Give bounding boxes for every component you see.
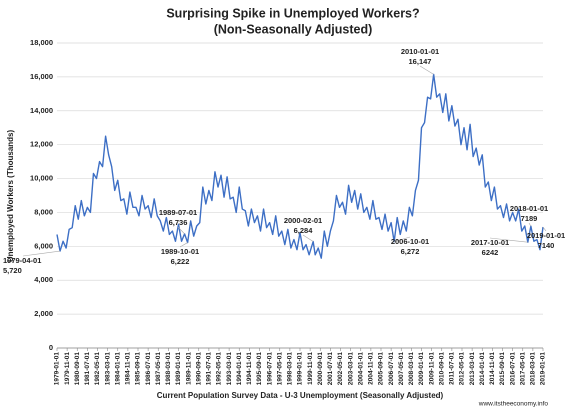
annotation-leader [419, 65, 434, 75]
x-tick-label: 1984-11-01 [125, 352, 132, 385]
y-tick-label: 8,000 [34, 207, 53, 216]
x-tick-label: 1995-09-01 [256, 352, 263, 386]
x-tick-label: 2011-07-01 [449, 352, 456, 385]
x-tick-label: 2007-05-01 [398, 352, 405, 386]
source: www.itstheeconomy.info [478, 401, 549, 408]
x-tick-label: 2017-05-01 [519, 352, 526, 386]
x-tick-label: 2013-03-01 [469, 352, 476, 386]
y-axis-title: Unemployed Workers (Thousands) [6, 130, 15, 263]
x-tick-label: 2004-11-01 [368, 352, 375, 385]
annotation-leader [177, 226, 185, 235]
x-tick-label: 1984-01-01 [114, 352, 121, 386]
x-tick-label: 1989-11-01 [185, 352, 192, 385]
x-tick-label: 1982-05-01 [94, 352, 101, 386]
x-tick-label: 2014-11-01 [489, 352, 496, 385]
annotation-date: 1989-07-01 [159, 208, 197, 217]
annotation-date: 2006-10-01 [391, 237, 429, 246]
annotation-value: 6,222 [171, 257, 190, 266]
y-tick-label: 2,000 [34, 309, 53, 318]
x-tick-label: 2006-07-01 [388, 352, 395, 386]
x-tick-label: 1983-03-01 [104, 352, 111, 386]
y-tick-label: 14,000 [30, 106, 53, 115]
annotation-date: 2018-01-01 [510, 204, 548, 213]
y-tick-label: 0 [49, 343, 53, 352]
x-tick-label: 2015-09-01 [499, 352, 506, 386]
annotation-leader [179, 242, 188, 248]
data-line [56, 73, 544, 259]
x-tick-label: 1998-03-01 [287, 352, 294, 386]
x-tick-label: 2012-05-01 [459, 352, 466, 386]
x-tick-label: 1997-05-01 [276, 352, 283, 386]
annotation-leader [489, 237, 528, 243]
annotation-date: 2010-01-01 [401, 47, 439, 56]
x-tick-label: 1999-11-01 [307, 352, 314, 385]
x-axis-title: Current Population Survey Data - U-3 Une… [157, 391, 444, 400]
x-tick-label: 2000-09-01 [317, 352, 324, 386]
annotation-date: 2000-02-01 [284, 216, 322, 225]
x-tick-label: 2009-11-01 [428, 352, 435, 385]
y-tick-label: 18,000 [30, 38, 53, 47]
x-tick-label: 2005-09-01 [378, 352, 385, 386]
y-tick-label: 16,000 [30, 72, 53, 81]
annotation-date: 2017-10-01 [471, 238, 509, 247]
x-tick-label: 1991-07-01 [206, 352, 213, 386]
x-tick-label: 2003-03-01 [347, 352, 354, 386]
annotation-date: 1989-10-01 [161, 247, 199, 256]
x-tick-label: 1994-11-01 [246, 352, 253, 385]
x-tick-label: 1979-01-01 [54, 352, 61, 386]
x-tick-label: 2008-03-01 [408, 352, 415, 386]
chart-title: Surprising Spike in Unemployed Workers? [166, 6, 419, 20]
x-tick-label: 2010-09-01 [438, 352, 445, 386]
x-tick-label: 1993-03-01 [226, 352, 233, 386]
x-tick-label: 2014-01-01 [479, 352, 486, 386]
x-tick-label: 2004-01-01 [357, 352, 364, 386]
annotation-leader [22, 250, 61, 257]
y-tick-label: 12,000 [30, 140, 53, 149]
annotation-leader [302, 234, 314, 242]
annotation-value: 6,284 [294, 226, 314, 235]
annotation-leader [542, 226, 547, 232]
x-tick-label: 2009-01-01 [418, 352, 425, 386]
annotation-value: 6,736 [169, 218, 188, 227]
y-tick-label: 6,000 [34, 241, 53, 250]
annotation-date: 1979-04-01 [3, 256, 41, 265]
y-tick-label: 4,000 [34, 275, 53, 284]
annotation-leader [394, 236, 411, 243]
x-tick-label: 1989-01-01 [175, 352, 182, 386]
annotation-value: 7189 [521, 214, 538, 223]
x-tick-label: 1987-05-01 [155, 352, 162, 386]
x-tick-label: 1996-07-01 [266, 352, 273, 386]
x-tick-label: 1981-07-01 [84, 352, 91, 386]
annotation-value: 5,720 [3, 266, 22, 275]
annotation-value: 7140 [538, 241, 555, 250]
annotation-leader [528, 222, 532, 227]
x-tick-label: 1985-09-01 [135, 352, 142, 386]
annotation-date: 2019-01-01 [527, 231, 565, 240]
x-tick-label: 2001-07-01 [327, 352, 334, 386]
x-tick-label: 1999-01-01 [297, 352, 304, 386]
annotation-value: 16,147 [409, 57, 432, 66]
x-tick-label: 2018-03-01 [530, 352, 537, 386]
x-tick-label: 1988-03-01 [165, 352, 172, 386]
chart-subtitle: (Non-Seasonally Adjusted) [214, 22, 373, 36]
x-tick-label: 2002-05-01 [337, 352, 344, 386]
annotation-value: 6,272 [401, 247, 420, 256]
x-tick-label: 1986-07-01 [145, 352, 152, 386]
annotation-value: 6242 [482, 248, 499, 257]
x-tick-label: 2016-07-01 [509, 352, 516, 386]
x-tick-label: 1980-09-01 [74, 352, 81, 386]
x-tick-label: 1994-01-01 [236, 352, 243, 386]
y-tick-label: 10,000 [30, 174, 53, 183]
x-tick-label: 2019-01-01 [540, 352, 547, 386]
x-tick-label: 1979-11-01 [64, 352, 71, 385]
x-tick-label: 1992-05-01 [216, 352, 223, 386]
x-tick-label: 1990-09-01 [195, 352, 202, 386]
